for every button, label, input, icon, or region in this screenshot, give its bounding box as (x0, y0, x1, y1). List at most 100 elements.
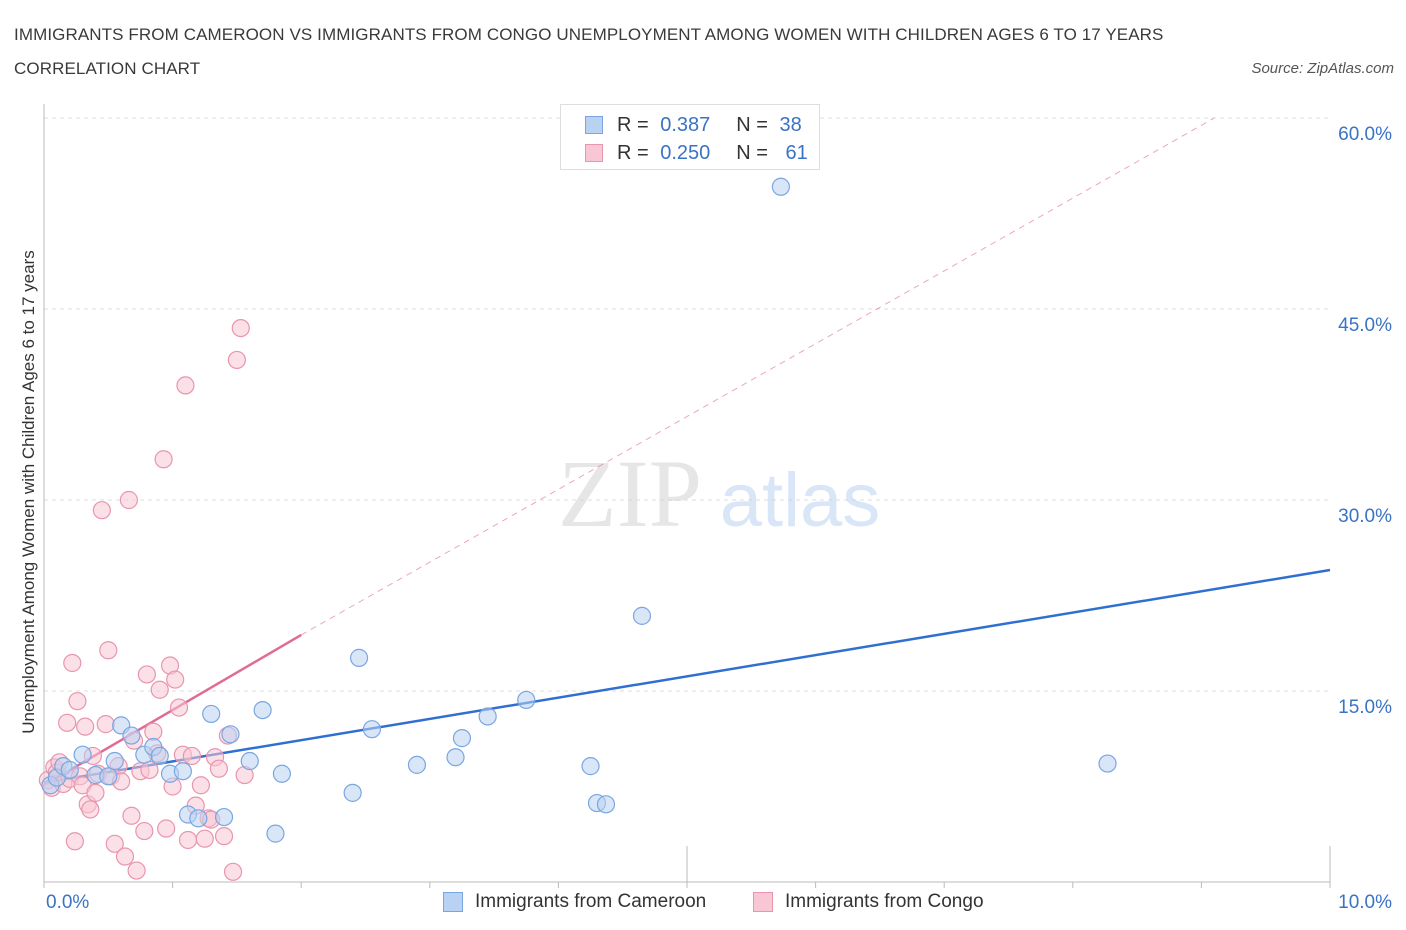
y-tick-label: 45.0% (1338, 315, 1392, 336)
congo-point (76, 717, 95, 736)
cameroon-point (221, 725, 240, 744)
bottom-legend-swatch-congo (753, 892, 773, 912)
congo-point (115, 847, 135, 866)
legend-r-value: 0.250 (660, 141, 711, 164)
cameroon-point (105, 751, 124, 771)
congo-point (119, 490, 138, 510)
cameroon-point (362, 720, 382, 739)
congo-point (150, 680, 169, 699)
congo-point (96, 715, 115, 734)
congo-trend-extension (300, 117, 1215, 636)
cameroon-point (581, 757, 600, 776)
legend-r-label: R = (617, 113, 649, 136)
congo-point (105, 834, 124, 853)
axes (43, 104, 1331, 888)
legend-row-cameroon: R = 0.387 N = 38 (585, 112, 802, 138)
congo-point (81, 800, 100, 819)
congo-point (154, 450, 173, 469)
legend-n-value: 61 (785, 141, 808, 164)
x-tick-label: 10.0% (1338, 892, 1392, 913)
cameroon-point (240, 751, 259, 771)
cameroon-point (150, 746, 169, 766)
bottom-legend-label-cameroon: Immigrants from Cameroon (475, 891, 707, 912)
congo-point (65, 832, 84, 851)
cameroon-point (517, 690, 536, 710)
cameroon-point (173, 762, 192, 781)
legend-n-label: N = (736, 113, 768, 136)
cameroon-point (253, 700, 272, 720)
cameroon-point (343, 783, 362, 802)
congo-point (157, 819, 176, 838)
legend-r-label: R = (617, 141, 649, 164)
legend-swatch-congo (585, 144, 603, 162)
congo-point (176, 376, 195, 395)
grid-lines (44, 117, 1330, 692)
bottom-legend-swatch-cameroon (443, 892, 463, 912)
legend-r-value: 0.387 (660, 113, 711, 136)
cameroon-point (407, 755, 427, 774)
congo-point (231, 319, 250, 338)
congo-point (227, 350, 246, 370)
congo-point (195, 829, 214, 848)
source-label: Source: ZipAtlas.com (1251, 60, 1394, 77)
congo-point (191, 776, 210, 795)
cameroon-point (349, 648, 369, 667)
cameroon-point (596, 795, 616, 814)
cameroon-point (60, 760, 79, 780)
congo-point (63, 653, 82, 673)
legend: R = 0.387 N = 38 R = 0.250 N = 61 (560, 104, 820, 170)
bottom-legend-label-congo: Immigrants from Congo (785, 891, 984, 912)
cameroon-point (73, 745, 92, 764)
cameroon-trend-line (43, 568, 1331, 784)
cameroon-point (1098, 754, 1117, 773)
legend-row-congo: R = 0.250 N = 61 (585, 140, 808, 166)
watermark-atlas: atlas (720, 458, 881, 543)
x-tick-label: 0.0% (46, 892, 89, 913)
cameroon-point (122, 726, 141, 745)
congo-point (169, 698, 189, 717)
y-tick-label: 15.0% (1338, 697, 1392, 718)
y-axis-label: Unemployment Among Women with Children A… (19, 250, 38, 734)
cameroon-point (214, 807, 234, 827)
congo-point (137, 665, 156, 684)
congo-point (99, 641, 118, 660)
congo-point (140, 760, 159, 780)
congo-point (127, 861, 146, 880)
watermark: ZIP atlas (558, 440, 880, 547)
congo-point (182, 746, 201, 766)
cameroon-point (99, 767, 118, 786)
congo-point (92, 501, 111, 520)
cameroon-point (452, 729, 472, 748)
legend-n-label: N = (736, 141, 768, 164)
y-tick-label: 60.0% (1338, 124, 1392, 145)
congo-point (209, 759, 228, 778)
bottom-legend-congo: Immigrants from Congo (753, 888, 984, 916)
bottom-legend-cameroon: Immigrants from Cameroon (443, 888, 706, 916)
cameroon-point (189, 809, 208, 828)
watermark-zip: ZIP (558, 440, 702, 547)
congo-point (135, 821, 154, 841)
cameroon-point (202, 704, 221, 724)
congo-point (178, 830, 198, 850)
tick-labels: 15.0% 30.0% 45.0% 60.0% 0.0% 10.0% (46, 124, 1392, 913)
cameroon-point (272, 764, 292, 783)
congo-point (214, 827, 234, 846)
congo-point (166, 670, 185, 689)
cameroon-point (266, 824, 285, 843)
congo-point (58, 713, 77, 732)
congo-point (86, 783, 105, 802)
congo-point (122, 806, 141, 825)
congo-point (223, 862, 243, 881)
congo-point (68, 692, 87, 711)
cameroon-point (446, 748, 465, 767)
legend-n-value: 38 (779, 113, 802, 136)
cameroon-point (632, 606, 652, 625)
data-points (38, 177, 1117, 881)
chart-title: IMMIGRANTS FROM CAMEROON VS IMMIGRANTS F… (14, 25, 1164, 78)
congo-point (144, 722, 163, 741)
cameroon-point (478, 707, 497, 726)
cameroon-point (771, 177, 790, 196)
y-tick-label: 30.0% (1338, 506, 1392, 527)
legend-swatch-cameroon (585, 116, 603, 134)
